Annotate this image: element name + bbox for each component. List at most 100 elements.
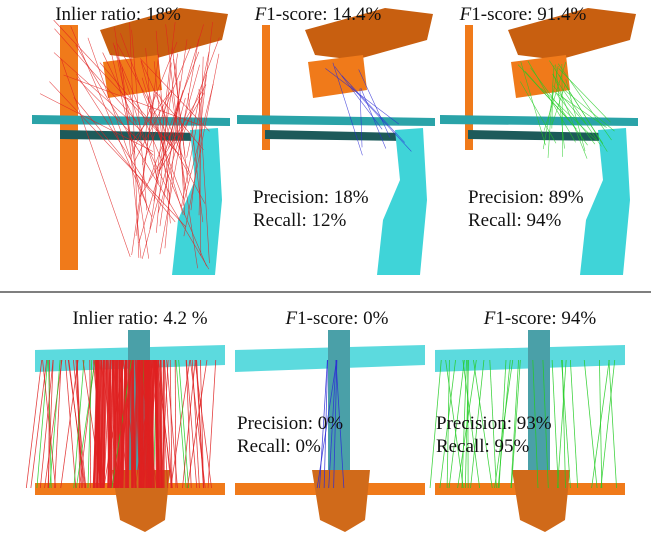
- correspondence: [557, 359, 567, 489]
- correspondence: [68, 359, 85, 489]
- correspondence: [187, 93, 204, 223]
- correspondence: [140, 60, 191, 175]
- correspondence: [552, 85, 587, 125]
- correspondence: [341, 75, 405, 143]
- correspondence: [48, 359, 52, 489]
- correspondence: [132, 91, 171, 141]
- panel-cloud: [25, 330, 225, 532]
- orange-plank: [100, 8, 228, 60]
- correspondence: [334, 66, 383, 130]
- correspondence: [461, 359, 467, 489]
- correspondence: [143, 359, 147, 489]
- correspondence: [155, 30, 171, 204]
- correspondence: [114, 27, 150, 259]
- panel-cloud: [235, 330, 425, 532]
- orange-cluster: [312, 470, 370, 532]
- orange-wall: [465, 25, 473, 150]
- correspondence: [555, 64, 565, 149]
- correspondence: [185, 359, 198, 489]
- correspondence: [182, 359, 196, 489]
- correspondence: [551, 359, 559, 489]
- correspondence: [60, 359, 79, 489]
- precision: Precision: 89%: [468, 187, 584, 208]
- correspondence: [145, 95, 150, 141]
- correspondence: [569, 359, 579, 489]
- correspondence: [54, 28, 138, 122]
- correspondence: [157, 64, 200, 214]
- orange-cluster: [512, 470, 570, 532]
- panel-title: F1-score: 14.4%: [254, 4, 382, 25]
- correspondence: [131, 93, 155, 256]
- precision: Precision: 93%: [436, 413, 552, 434]
- title-text: Inlier ratio: 4.2 %: [72, 308, 207, 329]
- orange-box: [511, 55, 570, 98]
- correspondence: [530, 67, 588, 146]
- correspondence: [49, 359, 61, 489]
- correspondence: [170, 359, 191, 489]
- title-text: 1-score: 0%: [297, 308, 388, 329]
- correspondence: [520, 81, 557, 144]
- correspondence: [164, 81, 181, 249]
- correspondence: [102, 52, 171, 195]
- correspondence: [170, 90, 198, 269]
- correspondence: [36, 359, 49, 489]
- panel-cloud: [440, 8, 638, 275]
- correspondence: [182, 84, 214, 206]
- cyan-pole: [328, 330, 350, 470]
- correspondence: [359, 88, 363, 148]
- correspondence: [332, 62, 363, 156]
- correspondence: [138, 90, 184, 243]
- correspondence: [510, 359, 521, 489]
- correspondence: [99, 62, 180, 156]
- correspondence: [44, 359, 63, 489]
- correspondence: [87, 359, 93, 489]
- correspondence: [111, 359, 115, 489]
- correspondence: [541, 88, 597, 141]
- correspondence: [429, 359, 442, 489]
- correspondence: [96, 359, 99, 489]
- correspondence: [319, 359, 328, 489]
- recall: Recall: 94%: [468, 210, 562, 231]
- metric-symbol: F: [459, 4, 472, 25]
- correspondence: [159, 39, 188, 227]
- correspondence: [547, 65, 555, 158]
- correspondence: [39, 359, 54, 489]
- correspondence: [489, 359, 497, 489]
- correspondence: [552, 73, 588, 159]
- correspondence: [73, 359, 85, 489]
- correspondence: [153, 22, 176, 202]
- correspondence: [473, 359, 493, 489]
- correspondence: [524, 71, 577, 130]
- correspondence: [552, 74, 602, 147]
- correspondence: [76, 73, 150, 189]
- correspondence: [498, 359, 507, 489]
- panel-title: F1-score: 91.4%: [459, 4, 587, 25]
- correspondence: [131, 359, 135, 489]
- title-text: 1-score: 94%: [495, 308, 596, 329]
- correspondence: [141, 77, 184, 216]
- correspondence: [335, 359, 345, 489]
- title-text: Inlier ratio: 18%: [55, 4, 181, 25]
- correspondence: [87, 37, 147, 205]
- panel-title: F1-score: 94%: [483, 308, 597, 329]
- correspondence: [63, 74, 202, 126]
- correspondence: [49, 81, 187, 228]
- correspondence: [131, 29, 148, 211]
- correspondence: [316, 359, 338, 489]
- correspondence: [190, 21, 213, 211]
- recall: Recall: 0%: [237, 436, 321, 457]
- correspondence: [325, 68, 400, 125]
- precision: Precision: 0%: [237, 413, 343, 434]
- correspondence: [100, 359, 104, 489]
- cyan-pole: [528, 330, 550, 470]
- orange-plank: [305, 8, 433, 60]
- correspondence: [61, 59, 131, 258]
- correspondence: [557, 63, 612, 141]
- correspondence: [73, 97, 176, 223]
- correspondence: [446, 359, 450, 489]
- correspondence: [134, 90, 172, 162]
- recall: Recall: 95%: [436, 436, 530, 457]
- correspondence: [153, 61, 171, 224]
- correspondence: [457, 359, 477, 489]
- correspondence: [131, 359, 139, 489]
